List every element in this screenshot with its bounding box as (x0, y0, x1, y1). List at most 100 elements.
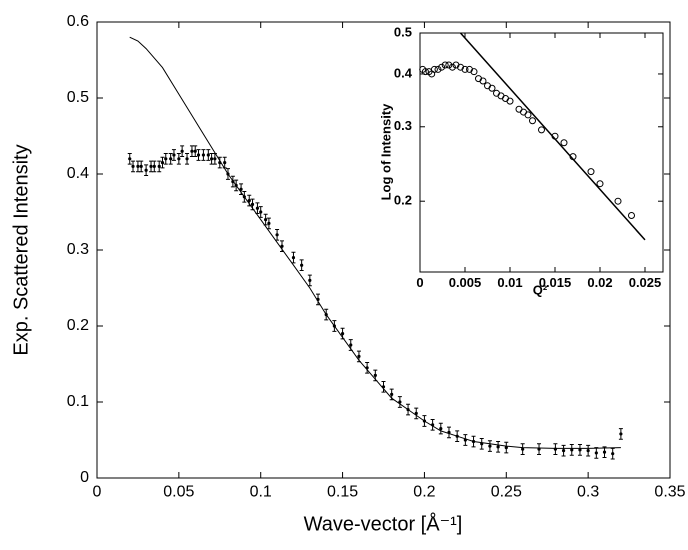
y-tick-label: 0 (80, 469, 89, 486)
data-point (201, 153, 206, 157)
data-point (628, 212, 635, 220)
x-axis-title: Wave-vector [Å⁻¹] (304, 512, 463, 535)
x-tick-label: 0.3 (577, 484, 599, 501)
data-point (529, 117, 536, 125)
data-point (255, 206, 260, 210)
y-tick-label: 0.1 (67, 393, 89, 410)
data-point (479, 77, 487, 85)
x-tick-label: 0.25 (491, 484, 522, 501)
data-point (291, 256, 296, 260)
y-tick-label: 0.6 (67, 13, 89, 30)
data-point (164, 157, 168, 161)
data-point (470, 68, 478, 76)
y-tick-label: 0.2 (67, 317, 89, 334)
x-tick-label: 0.05 (163, 484, 194, 501)
data-point (196, 153, 201, 157)
data-point (144, 168, 148, 172)
data-point (160, 161, 165, 165)
data-point (180, 149, 184, 153)
data-point (300, 263, 304, 267)
x-tick-label: 0 (93, 484, 102, 501)
data-point (149, 164, 153, 168)
x-tick-label: 0.005 (449, 275, 482, 290)
data-point (172, 153, 176, 157)
data-point (152, 164, 156, 168)
data-point (538, 126, 545, 134)
data-point (185, 157, 189, 161)
x-tick-label: 0.02 (587, 275, 612, 290)
x-tick-label: 0.15 (327, 484, 358, 501)
data-point (504, 446, 508, 450)
data-point (131, 164, 135, 168)
data-point (619, 432, 623, 436)
data-point (611, 452, 615, 456)
data-point (193, 149, 197, 153)
x-tick-label: 0.015 (539, 275, 572, 290)
data-point (340, 332, 345, 336)
x-tick-label: 0.35 (654, 484, 685, 501)
data-point (434, 65, 442, 73)
data-point (524, 111, 532, 119)
data-point (614, 197, 622, 205)
data-point (561, 449, 566, 453)
data-point (560, 139, 568, 147)
data-point (596, 180, 604, 188)
data-point (275, 233, 279, 237)
data-point (247, 199, 251, 203)
y-tick-label: 0.5 (67, 89, 89, 106)
plot: 0 0.005 0.01 0.015 0.02 0.025 0.2 0.3 0.4 0.5 Q² Lo… (378, 24, 664, 297)
data-point (421, 68, 429, 76)
y-tick-label: 0.4 (394, 65, 413, 80)
data-point (190, 149, 194, 153)
x-tick-label: 0 (416, 275, 423, 290)
data-point (390, 392, 394, 396)
x-tick-label: 0.1 (250, 484, 272, 501)
y-tick-label: 0.4 (67, 165, 89, 182)
data-point (210, 157, 214, 161)
data-point (448, 63, 456, 71)
data-point (496, 445, 500, 449)
data-point (357, 354, 361, 358)
data-point (250, 202, 255, 206)
data-point (587, 168, 595, 176)
data-point (461, 65, 469, 73)
data-point (267, 221, 271, 225)
data-point (488, 84, 496, 92)
y-axis-title: Log of Intensity (378, 103, 393, 201)
data-point (223, 161, 227, 165)
data-point (594, 451, 598, 455)
plot-frame (96, 21, 671, 479)
data-point (438, 63, 446, 71)
x-tick-label: 0.01 (497, 275, 522, 290)
y-tick-label: 0.3 (67, 241, 89, 258)
data-point (430, 65, 438, 73)
data-point (239, 187, 243, 191)
data-point (445, 61, 453, 69)
data-point (570, 448, 574, 452)
x-axis-title: Q² (533, 282, 548, 297)
fit-line (129, 36, 621, 449)
x-tick-label: 0.025 (629, 275, 662, 290)
data-point (157, 164, 161, 168)
data-point (578, 448, 582, 452)
data-point (602, 450, 607, 454)
data-point (264, 218, 268, 222)
fit-line (459, 32, 646, 241)
data-point (177, 157, 181, 161)
y-tick-label: 0.5 (394, 24, 412, 39)
data-point (521, 447, 525, 451)
data-point (439, 427, 443, 431)
data-point (349, 343, 353, 347)
data-point (488, 444, 492, 448)
data-point (139, 164, 143, 168)
data-point (280, 244, 284, 248)
y-tick-label: 0.3 (394, 118, 412, 133)
data-point (206, 153, 210, 157)
plot-area (420, 33, 663, 272)
x-tick-label: 0.2 (413, 484, 435, 501)
data-point (259, 210, 263, 214)
data-point (169, 157, 173, 161)
data-point (128, 157, 132, 161)
plot-frame (419, 32, 664, 273)
